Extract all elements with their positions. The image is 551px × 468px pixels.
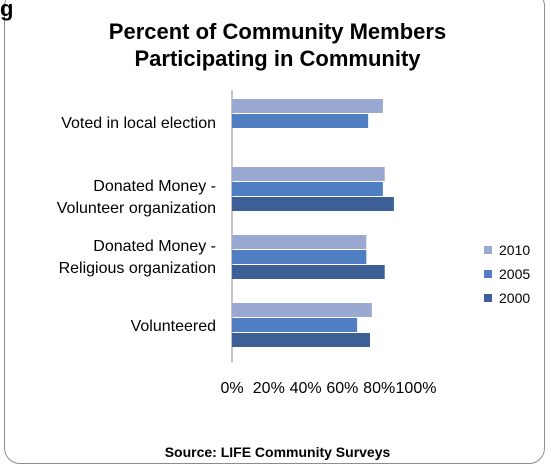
legend-swatch [484,270,492,278]
chart-title-line-2: Participating in Community [134,46,421,71]
category-label-voted: Voted in local election [61,113,216,135]
bar-2000-2 [232,265,385,279]
chart-title-line-1: Percent of Community Members [108,19,447,44]
legend-label: 2000 [499,290,531,306]
bar-2005-0 [232,114,369,128]
category-label-donated-volunteer: Donated Money - Volunteer organization [57,176,216,220]
bar-2005-2 [232,250,367,264]
x-tick-label: 80% [363,380,395,397]
x-tick-label: 100% [396,380,437,397]
category-label-line: Voted in local election [61,115,216,132]
x-tick-label: 40% [290,380,322,397]
category-label-line: Volunteer organization [56,200,216,217]
category-label-line: Donated Money - [93,178,216,195]
legend-item-2000: 2000 [484,286,530,310]
chart-title: Percent of Community Members Participati… [20,18,535,72]
bar-2005-1 [232,182,383,196]
x-tick-label: 20% [253,380,285,397]
legend-item-2010: 2010 [484,238,530,262]
bar-2000-3 [232,333,370,347]
cropped-edge-text: g [0,0,14,21]
bar-2010-0 [232,99,383,113]
bar-2010-1 [232,167,385,181]
x-tick-label: 0% [220,380,243,397]
source-note: Source: LIFE Community Surveys [164,444,391,460]
legend-swatch [484,294,492,302]
legend-item-2005: 2005 [484,262,530,286]
legend-label: 2010 [499,242,531,258]
bar-2005-3 [232,318,358,332]
legend-swatch [484,246,492,254]
bar-2010-2 [232,235,367,249]
category-label-line: Donated Money - [93,238,216,255]
chart-frame [4,0,545,464]
category-label-line: Religious organization [58,260,216,277]
bar-2010-3 [232,303,372,317]
category-label-line: Volunteered [130,318,216,335]
category-label-donated-religious: Donated Money - Religious organization [59,236,216,280]
legend-label: 2005 [499,266,531,282]
x-tick-label: 60% [326,380,358,397]
legend: 2010 2005 2000 [484,238,530,310]
category-label-volunteered: Volunteered [131,316,216,338]
bar-2000-1 [232,197,394,211]
